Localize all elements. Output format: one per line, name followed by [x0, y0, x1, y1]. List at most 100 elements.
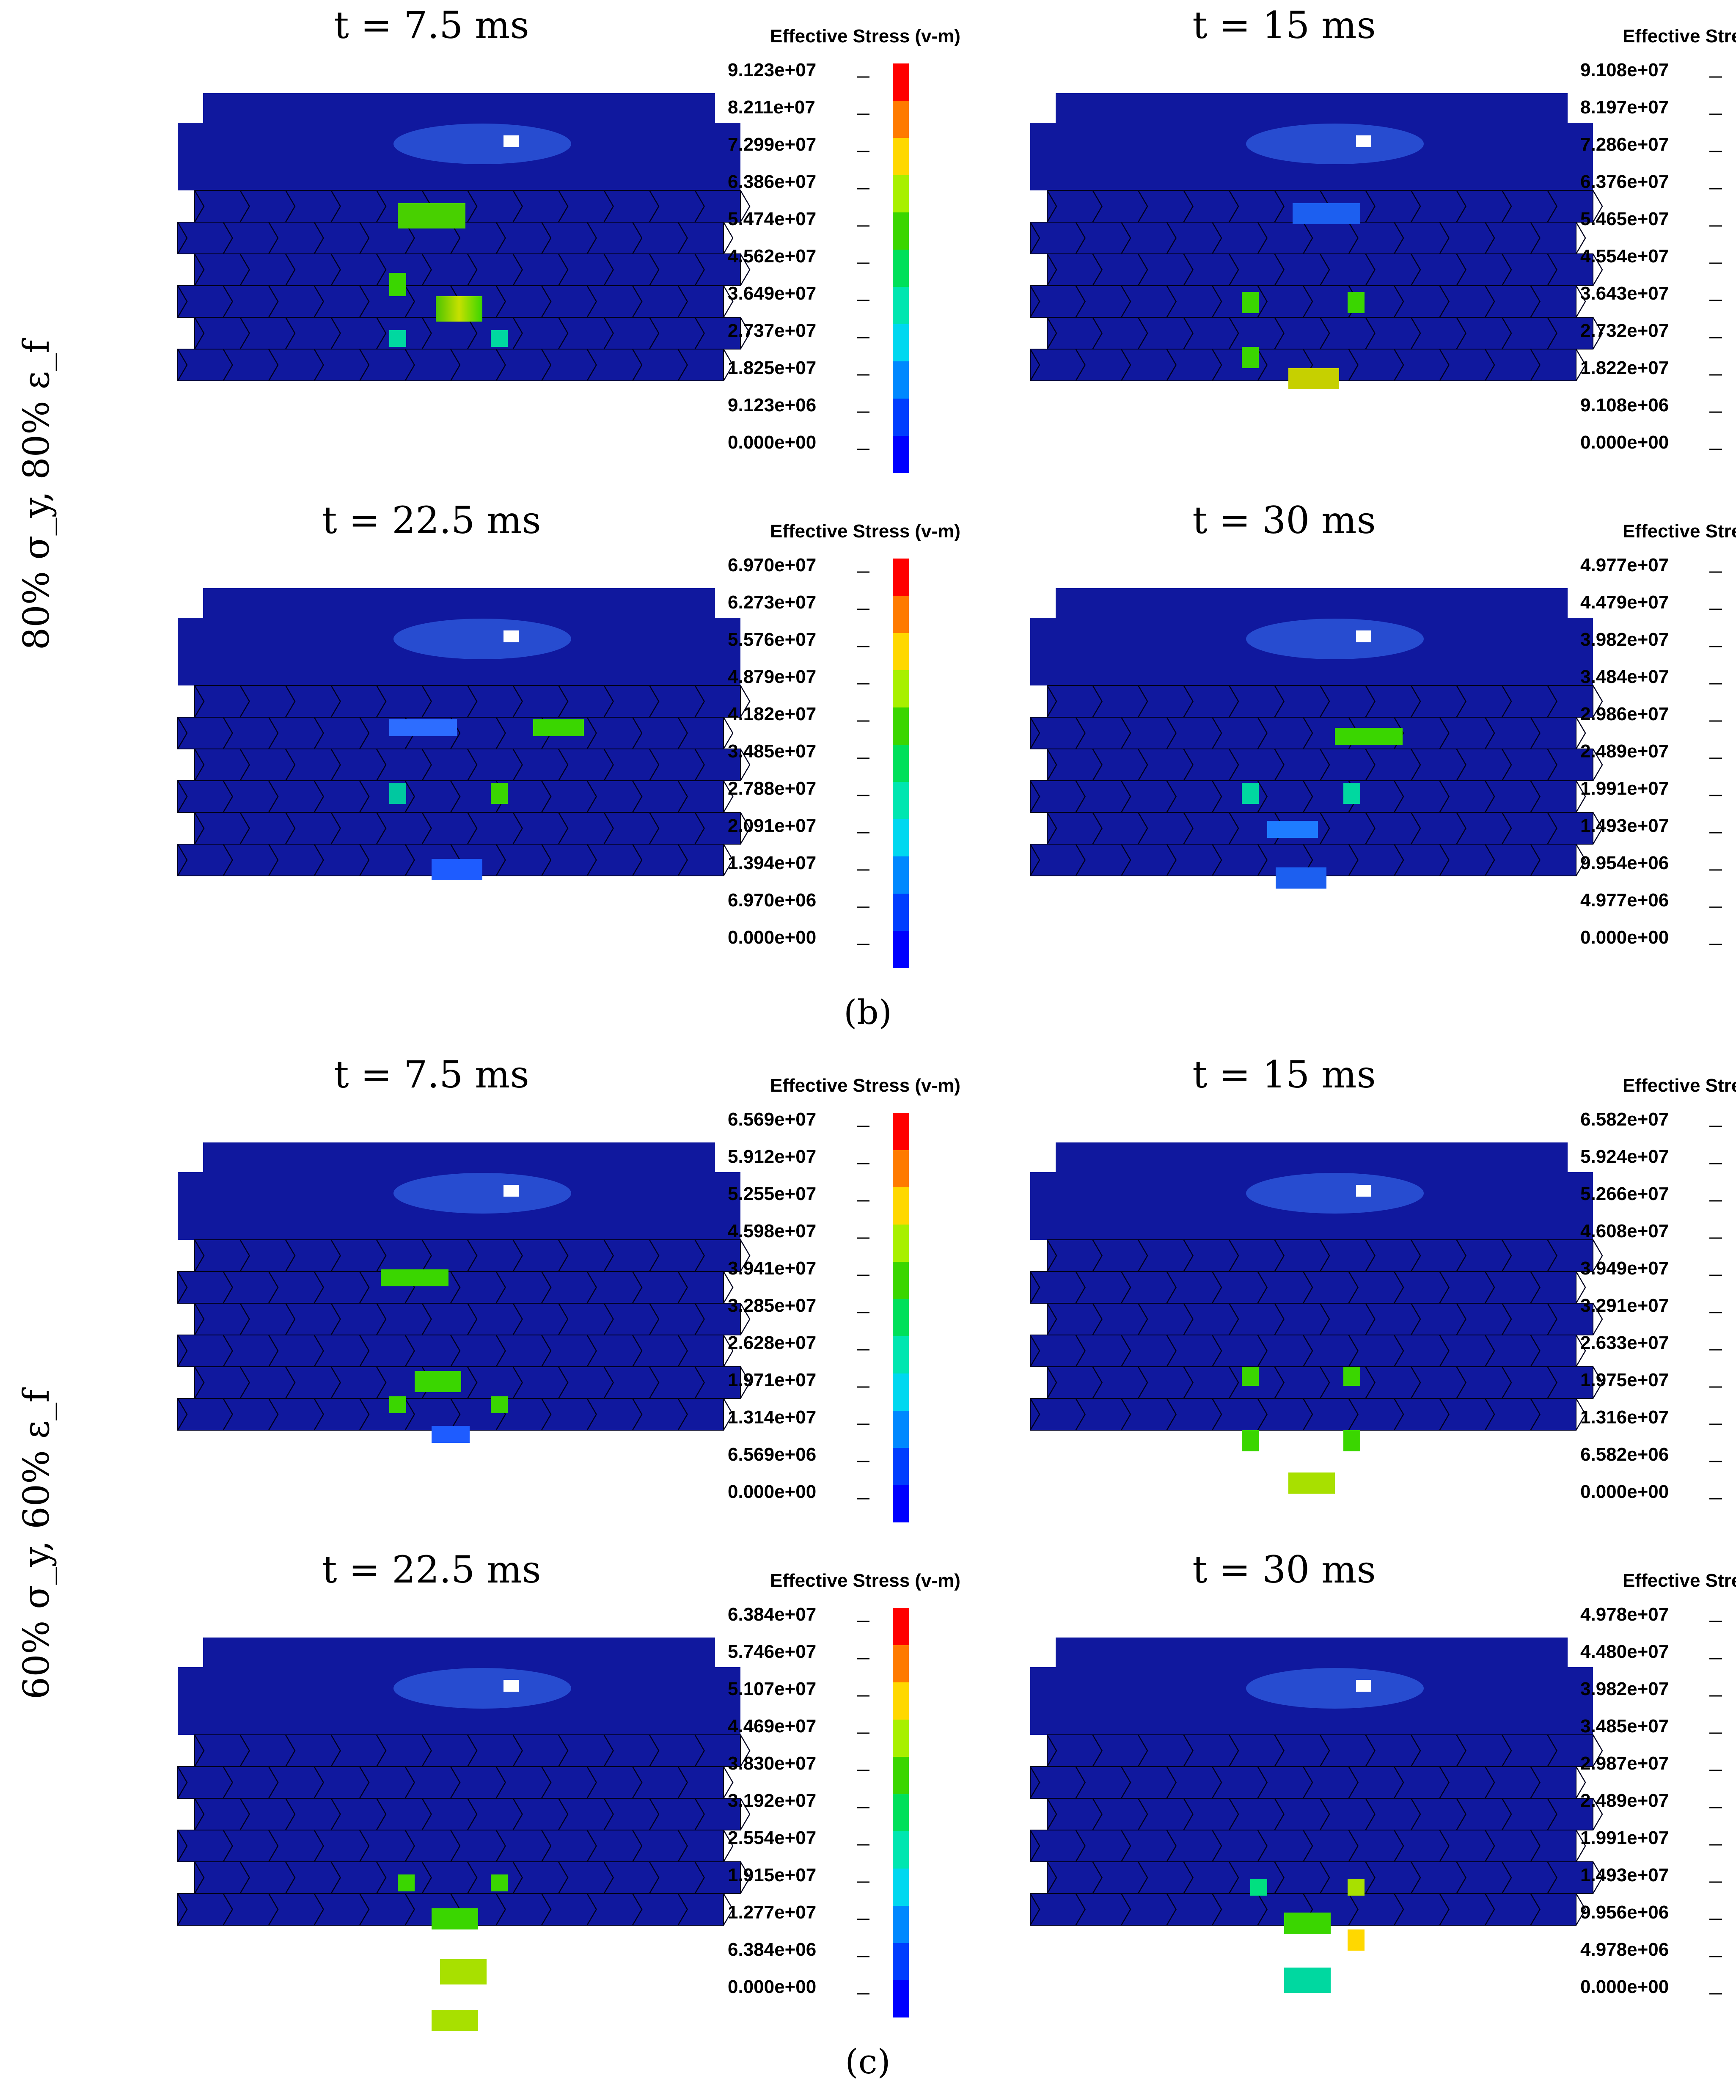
impact-zone: [393, 1668, 571, 1709]
block-joint: [177, 844, 734, 876]
block-layer: [1047, 317, 1593, 350]
block-joint: [1029, 1398, 1586, 1431]
colorbar-tick-label: 4.554e+07: [1580, 246, 1669, 267]
colorbar-tick-label: 9.123e+07: [728, 60, 816, 80]
colorbar-tick-label: 1.975e+07: [1580, 1370, 1669, 1390]
colorbar-segment: [893, 1943, 909, 1980]
penetration-hole: [1356, 1680, 1371, 1692]
colorbar-tick-label: 6.384e+07: [728, 1604, 816, 1625]
colorbar-segment: [893, 250, 909, 287]
panel: t = 7.5 ms Effective Stress (v-m) 9.123e+0…: [177, 3, 960, 473]
colorbar-tick-label: 9.954e+06: [1580, 853, 1669, 873]
colorbar-tick-label: 1.493e+07: [1580, 815, 1669, 836]
colorbar-segment: [893, 287, 909, 324]
colorbar-segment: [893, 399, 909, 436]
block-joint: [194, 1861, 751, 1894]
colorbar-tick-label: 2.788e+07: [728, 778, 816, 799]
block-layer: [1030, 780, 1576, 813]
stress-hotspot: [398, 203, 465, 228]
colorbar-segment: [893, 1608, 909, 1645]
stress-hotspot: [491, 1874, 508, 1891]
block-joint: [194, 1734, 751, 1767]
block-layer: [1030, 1830, 1576, 1862]
stress-hotspot: [1267, 821, 1318, 838]
figure-groups: t = 7.5 ms Effective Stress (v-m) 9.123e+0…: [16, 3, 1736, 2081]
legend-title: Effective Stress (v-m): [770, 1075, 960, 1096]
panel-caption: (c): [845, 2042, 890, 2081]
colorbar-segment: [893, 1682, 909, 1720]
block-layer: [194, 1861, 741, 1894]
stress-hotspot: [389, 783, 406, 804]
block-layer: [1030, 1766, 1576, 1799]
colorbar-segment: [893, 1757, 909, 1794]
fem-model: [1029, 1638, 1603, 1993]
colorbar-tick-label: 9.123e+06: [728, 395, 816, 416]
stress-hotspot: [1276, 867, 1326, 889]
block-joint: [1029, 844, 1586, 876]
block-joint: [1029, 222, 1586, 254]
colorbar-segment: [893, 782, 909, 819]
colorbar-segment: [893, 1150, 909, 1187]
legend-title: Effective Stress (v-m): [1623, 1075, 1736, 1096]
stress-hotspot: [533, 719, 584, 736]
stress-hotspot: [491, 783, 508, 804]
time-label: t = 30 ms: [1192, 498, 1376, 542]
colorbar-segment: [893, 633, 909, 670]
colorbar-tick-label: 3.291e+07: [1580, 1295, 1669, 1316]
block-joint: [177, 285, 734, 318]
colorbar-tick-label: 1.493e+07: [1580, 1865, 1669, 1885]
block-joint: [1046, 685, 1603, 718]
penetration-hole: [503, 135, 519, 147]
colorbar-tick-label: 1.314e+07: [728, 1407, 816, 1428]
block-joint: [177, 349, 734, 381]
colorbar-tick-label: 5.576e+07: [728, 629, 816, 650]
panel: t = 30 ms Effective Stress (v-m) 4.978e+07…: [1029, 1548, 1736, 1997]
impact-zone: [1246, 619, 1424, 659]
colorbar-tick-label: 3.982e+07: [1580, 629, 1669, 650]
block-layer: [1047, 1734, 1593, 1767]
impact-zone: [1246, 1668, 1424, 1709]
stress-hotspot: [1348, 292, 1365, 313]
colorbar-tick-label: 4.469e+07: [728, 1716, 816, 1737]
colorbar-segment: [893, 1336, 909, 1373]
colorbar-tick-label: 3.484e+07: [1580, 666, 1669, 687]
colorbar-tick-label: 2.732e+07: [1580, 320, 1669, 341]
colorbar-segment: [893, 1980, 909, 2017]
stress-hotspot: [432, 1908, 478, 1929]
panel-group-b: t = 7.5 ms Effective Stress (v-m) 9.123e+0…: [16, 3, 1736, 1032]
block-joint: [1046, 1303, 1603, 1335]
colorbar-tick-label: 3.485e+07: [1580, 1716, 1669, 1737]
penetration-hole: [1356, 135, 1371, 147]
colorbar-segment: [893, 1831, 909, 1869]
colorbar-segment: [893, 819, 909, 856]
block-layer: [1030, 717, 1576, 749]
colorbar-tick-label: 4.598e+07: [728, 1221, 816, 1241]
stress-hotspot: [389, 1396, 406, 1413]
colorbar-segment: [893, 745, 909, 782]
block-layer: [1047, 685, 1593, 718]
impact-plate: [203, 93, 715, 123]
colorbar-segment: [893, 1485, 909, 1522]
stress-hotspot: [1343, 1367, 1360, 1386]
legend-title: Effective Stress (v-m): [770, 521, 960, 542]
fem-model: [1029, 1142, 1603, 1494]
fem-model: [177, 1638, 751, 2031]
colorbar-segment: [893, 1448, 909, 1485]
penetration-hole: [503, 1185, 519, 1197]
stress-hotspot: [1242, 1367, 1259, 1386]
colorbar-tick-label: 1.991e+07: [1580, 1828, 1669, 1848]
colorbar-segment: [893, 1906, 909, 1943]
impact-plate: [1056, 588, 1568, 618]
time-label: t = 7.5 ms: [334, 3, 529, 47]
colorbar-tick-label: 2.987e+07: [1580, 1753, 1669, 1774]
colorbar-tick-label: 0.000e+00: [728, 1481, 816, 1502]
colorbar-segment: [893, 596, 909, 633]
block-layer: [177, 1830, 724, 1862]
block-layer: [1047, 1861, 1593, 1894]
impact-plate: [203, 1638, 715, 1667]
colorbar-tick-label: 1.915e+07: [728, 1865, 816, 1885]
colorbar-tick-label: 4.978e+06: [1580, 1939, 1669, 1960]
block-joint: [1029, 1335, 1586, 1367]
colorbar-tick-label: 4.562e+07: [728, 246, 816, 267]
impact-zone: [393, 124, 571, 164]
